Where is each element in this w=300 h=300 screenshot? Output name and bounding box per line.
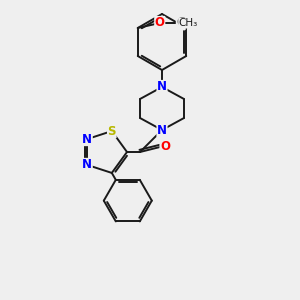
Text: S: S: [107, 124, 116, 138]
Text: N: N: [82, 158, 92, 171]
Text: C: C: [176, 16, 185, 29]
Text: N: N: [157, 124, 167, 136]
Text: O: O: [155, 16, 165, 29]
Text: N: N: [157, 80, 167, 94]
Text: CH₃: CH₃: [179, 18, 198, 28]
Text: O: O: [160, 140, 170, 154]
Text: N: N: [82, 133, 92, 146]
